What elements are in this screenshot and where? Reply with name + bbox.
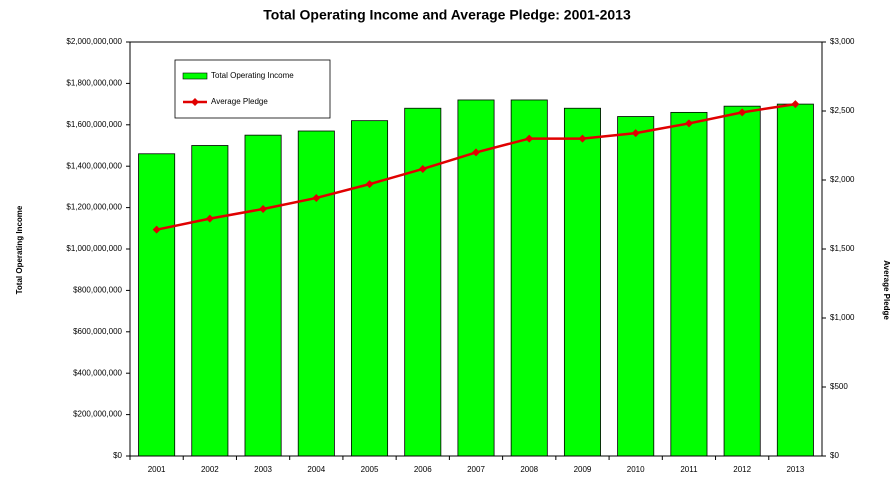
marker	[525, 134, 534, 143]
y-tick-label: $0	[113, 451, 122, 460]
y-tick-label: $2,000,000,000	[66, 37, 122, 46]
y2-tick-label: $500	[830, 382, 848, 391]
y-axis-title: Total Operating Income	[15, 205, 24, 294]
marker	[312, 193, 321, 202]
x-tick-label: 2003	[254, 465, 272, 474]
legend-label: Total Operating Income	[211, 71, 294, 80]
x-tick-label: 2007	[467, 465, 485, 474]
marker	[684, 119, 693, 128]
legend-label: Average Pledge	[211, 97, 268, 106]
legend-box	[174, 59, 331, 119]
marker	[418, 164, 427, 173]
bar	[297, 130, 335, 457]
y-tick-label: $1,000,000,000	[66, 244, 122, 253]
y2-tick-label: $2,000	[830, 175, 855, 184]
marker	[365, 180, 374, 189]
y2-tick-label: $0	[830, 451, 839, 460]
x-tick-label: 2012	[733, 465, 751, 474]
x-tick-label: 2011	[680, 465, 698, 474]
x-tick-label: 2002	[201, 465, 219, 474]
y-tick-label: $1,800,000,000	[66, 79, 122, 88]
bar	[617, 116, 655, 457]
x-tick-label: 2001	[148, 465, 166, 474]
bar	[457, 99, 495, 457]
x-tick-label: 2006	[414, 465, 432, 474]
bar	[138, 153, 176, 457]
y2-tick-label: $1,000	[830, 313, 855, 322]
x-tick-label: 2013	[786, 465, 804, 474]
bar	[351, 120, 389, 457]
bar	[244, 134, 282, 457]
x-tick-label: 2008	[520, 465, 538, 474]
y2-tick-label: $1,500	[830, 244, 855, 253]
x-tick-label: 2010	[627, 465, 645, 474]
marker	[205, 214, 214, 223]
bar	[723, 105, 761, 457]
marker	[631, 129, 640, 138]
y2-tick-label: $3,000	[830, 37, 855, 46]
chart-title: Total Operating Income and Average Pledg…	[263, 7, 631, 23]
marker	[578, 134, 587, 143]
y-tick-label: $600,000,000	[73, 327, 122, 336]
marker	[259, 204, 268, 213]
x-tick-label: 2004	[307, 465, 325, 474]
bar	[510, 99, 548, 457]
x-tick-label: 2005	[361, 465, 379, 474]
marker	[152, 225, 161, 234]
y2-tick-label: $2,500	[830, 106, 855, 115]
bar	[670, 111, 708, 457]
bar	[191, 145, 229, 457]
bar	[563, 107, 601, 457]
plot-frame	[129, 41, 823, 457]
y-tick-label: $200,000,000	[73, 410, 122, 419]
marker	[472, 148, 480, 157]
marker	[791, 100, 800, 109]
y-tick-label: $800,000,000	[73, 286, 122, 295]
marker	[738, 108, 747, 117]
bar	[404, 107, 442, 457]
y-tick-label: $400,000,000	[73, 368, 122, 377]
bar	[776, 103, 814, 457]
legend-marker	[191, 98, 199, 106]
y-tick-label: $1,400,000,000	[66, 161, 122, 170]
y2-axis-title: Average Pledge	[882, 260, 891, 320]
y-tick-label: $1,600,000,000	[66, 120, 122, 129]
x-tick-label: 2009	[574, 465, 592, 474]
y-tick-label: $1,200,000,000	[66, 203, 122, 212]
legend-swatch	[182, 72, 208, 80]
